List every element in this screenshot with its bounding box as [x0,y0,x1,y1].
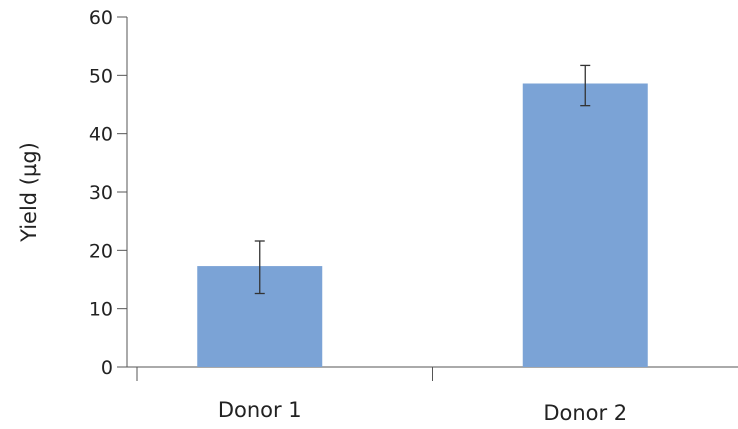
y-tick-label: 50 [89,65,113,87]
category-labels: Donor 1 Donor 2 [218,398,627,425]
y-tick-label: 10 [89,299,113,321]
x-axis [127,366,738,381]
y-tick-label: 60 [89,7,113,29]
error-bars [254,64,591,295]
y-tick-label: 40 [89,124,113,146]
y-axis-title: Yield (µg) [17,142,41,243]
y-tick-label: 0 [101,357,113,379]
y-tick-label: 20 [89,240,113,262]
y-tick-label: 30 [89,182,113,204]
x-category-label: Donor 2 [543,401,627,425]
y-axis: 0 10 20 30 40 50 60 [89,7,128,379]
x-category-label: Donor 1 [218,398,302,422]
bar [522,83,648,367]
bars [197,83,648,367]
